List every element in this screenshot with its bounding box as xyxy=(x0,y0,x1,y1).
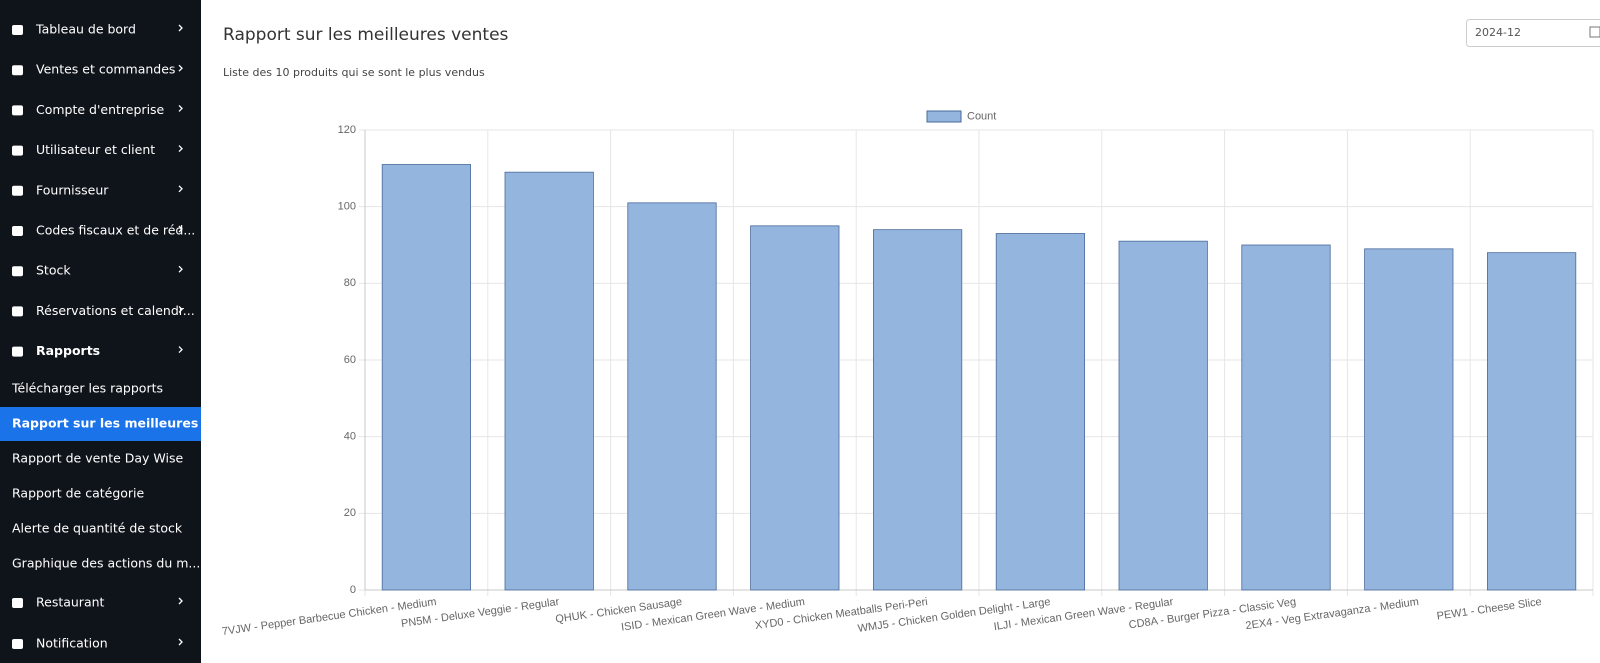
chevron xyxy=(178,24,183,32)
menu-icon xyxy=(12,639,23,649)
y-tick-label: 80 xyxy=(344,277,356,289)
menu-label: Tableau de bord xyxy=(35,22,136,37)
chevron xyxy=(178,597,183,605)
submenu-label: Graphique des actions du m... xyxy=(12,556,200,571)
chevron xyxy=(178,305,183,313)
menu-icon xyxy=(12,185,23,196)
y-tick-label: 40 xyxy=(344,431,356,443)
y-tick-label: 120 xyxy=(338,124,356,136)
menu-label: Ventes et commandes xyxy=(36,62,175,77)
menu-icon xyxy=(12,105,23,116)
menu-item[interactable] xyxy=(0,334,201,370)
menu-icon xyxy=(12,266,23,277)
submenu-label: Rapport de catégorie xyxy=(12,486,145,501)
bar xyxy=(750,225,840,591)
menu-label: Rapports xyxy=(36,343,100,358)
y-tick-label: 100 xyxy=(338,201,356,213)
chevron xyxy=(178,145,183,153)
month-value: 2024-12 xyxy=(1475,26,1521,39)
submenu-item[interactable] xyxy=(0,407,201,441)
submenu-label: Rapport sur les meilleures v... xyxy=(12,416,224,431)
legend-swatch xyxy=(926,110,962,123)
menu-icon xyxy=(12,306,23,317)
submenu-label: Alerte de quantité de stock xyxy=(12,521,183,536)
bar xyxy=(1118,240,1208,591)
chevron xyxy=(178,346,183,354)
menu-icon xyxy=(12,226,23,236)
chevron xyxy=(178,64,183,72)
submenu-label: Rapport de vente Day Wise xyxy=(12,451,184,466)
chevron xyxy=(178,638,183,646)
menu-icon xyxy=(12,145,23,156)
bar xyxy=(381,164,472,591)
menu-label: Réservations et calendr... xyxy=(36,303,195,318)
submenu-label: Télécharger les rapports xyxy=(11,381,163,396)
menu-icon xyxy=(12,25,23,35)
chevron xyxy=(178,185,183,193)
month-input[interactable] xyxy=(1466,19,1600,47)
chevron xyxy=(178,104,183,112)
bar xyxy=(627,202,717,591)
menu-label: Codes fiscaux et de réd... xyxy=(36,223,195,238)
menu-item[interactable] xyxy=(0,253,201,289)
menu-label: Utilisateur et client xyxy=(36,142,155,157)
bar xyxy=(872,229,963,591)
legend-label: Count xyxy=(967,110,996,122)
chevron xyxy=(178,225,183,233)
menu-icon xyxy=(12,598,23,608)
y-tick-label: 60 xyxy=(344,354,356,366)
menu-label: Notification xyxy=(36,636,108,651)
menu-label: Fournisseur xyxy=(36,182,109,197)
menu-icon xyxy=(12,65,23,76)
menu-label: Restaurant xyxy=(36,595,105,610)
menu-icon xyxy=(12,346,23,357)
bar xyxy=(1364,248,1454,591)
menu-label: Stock xyxy=(36,263,71,278)
menu-label: Compte d'entreprise xyxy=(36,102,165,117)
bar xyxy=(995,233,1086,591)
y-tick-label: 0 xyxy=(350,584,356,596)
bar xyxy=(1241,244,1331,591)
chevron xyxy=(178,265,183,273)
page-subtitle: Liste des 10 produits qui se sont le plu… xyxy=(223,66,485,79)
bar xyxy=(504,171,594,591)
y-tick-label: 20 xyxy=(344,507,356,519)
calendar-icon[interactable] xyxy=(1589,26,1600,38)
bar xyxy=(1486,252,1577,591)
page-title: Rapport sur les meilleures ventes xyxy=(223,25,509,45)
sidebar xyxy=(0,0,201,663)
